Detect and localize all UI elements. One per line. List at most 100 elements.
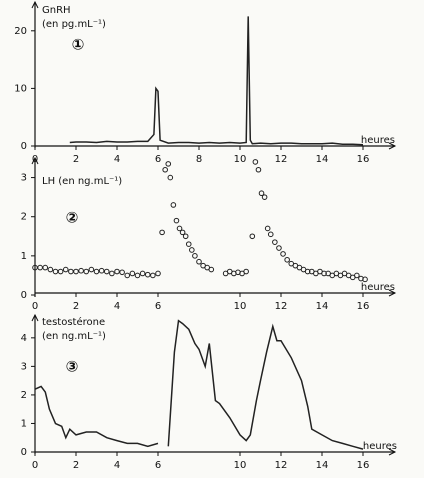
data-point [243,268,249,275]
data-point [208,266,215,273]
data-point [139,270,146,277]
y-tick-label: 1 [21,251,27,262]
data-point [134,272,141,279]
y-tick-label: 20 [14,26,27,37]
y-tick-label: 10 [14,83,27,94]
x-axis-arrow [388,448,397,456]
data-point [98,267,105,274]
x-tick-label: 14 [316,154,329,165]
data-point [124,272,131,279]
x-axis-arrow [388,289,397,297]
data-point [109,270,115,277]
data-point [258,190,265,197]
chart-subtitle: (en pg.mL⁻¹) [42,19,106,30]
data-point [261,194,268,200]
data-point [304,268,311,275]
y-axis-arrow [31,313,39,322]
y-tick-label: 2 [21,390,27,401]
y-tick-label: 4 [21,333,27,344]
x-tick-label: 10 [234,460,247,471]
data-point [150,272,156,279]
data-point [276,245,282,251]
data-point [249,233,256,240]
y-tick-label: 0 [21,141,27,152]
data-point [83,268,90,275]
data-point [165,161,172,167]
data-point [185,241,192,247]
data-point [42,264,49,271]
x-tick-label: 6 [155,154,161,165]
data-point [196,258,202,265]
data-point [176,225,183,232]
data-point [267,231,274,238]
data-point [179,229,186,236]
x-axis-label: heures [361,135,395,146]
data-point [362,276,368,283]
data-point [57,268,64,275]
x-tick-label: 4 [114,154,120,165]
chart-subtitle: (en ng.mL⁻¹) [42,331,106,342]
x-axis-label: heures [361,282,395,293]
data-point [78,267,84,274]
x-tick-label: 14 [316,301,329,312]
x-tick-label: 6 [155,460,161,471]
annotation: ① [72,36,85,54]
data-point [321,270,327,277]
data-point [280,251,286,257]
x-tick-label: 16 [357,154,370,165]
data-point [103,268,110,275]
x-tick-label: 0 [32,460,38,471]
y-tick-label: 1 [21,418,27,429]
y-axis-arrow [31,156,39,165]
data-point [255,166,262,173]
x-tick-label: 4 [114,301,120,312]
y-tick-label: 0 [21,447,27,458]
x-tick-label: 12 [275,460,288,471]
data-point [52,268,59,275]
data-point [144,271,151,278]
x-tick-label: 2 [73,154,79,165]
data-point [272,239,278,245]
data-point [88,266,95,273]
y-tick-label: 3 [21,173,27,184]
x-axis-label: heures [363,441,397,452]
y-tick-label: 3 [21,361,27,372]
x-tick-label: 2 [73,301,79,312]
x-tick-label: 6 [155,301,161,312]
data-point [37,264,43,271]
data-point [47,266,54,273]
data-point [264,225,271,232]
data-point [189,247,195,253]
data-point [68,268,74,275]
data-point [155,270,161,277]
data-point [182,233,189,240]
annotation: ② [66,209,79,227]
data-point [192,253,198,259]
x-tick-label: 10 [234,154,247,165]
x-tick-label: 2 [73,460,79,471]
data-point [159,229,165,236]
x-tick-label: 16 [357,460,370,471]
chart-title: LH (en ng.mL⁻¹) [42,176,122,187]
data-point [170,202,177,208]
annotation: ③ [66,358,79,376]
data-line [34,319,364,450]
x-tick-label: 0 [32,301,38,312]
x-tick-label: 14 [316,460,329,471]
data-point [354,272,360,279]
data-point [284,256,290,263]
data-line [69,16,364,146]
x-tick-label: 8 [196,154,202,165]
x-tick-label: 4 [114,460,120,471]
x-tick-label: 12 [275,154,288,165]
data-point [114,268,120,275]
x-tick-label: 16 [357,301,370,312]
chart-title: testostérone [42,316,105,328]
data-point [73,268,79,275]
x-axis-arrow [388,142,397,150]
y-tick-label: 0 [21,290,27,301]
data-point [62,266,69,273]
y-tick-label: 2 [21,212,27,223]
data-point [162,166,168,173]
